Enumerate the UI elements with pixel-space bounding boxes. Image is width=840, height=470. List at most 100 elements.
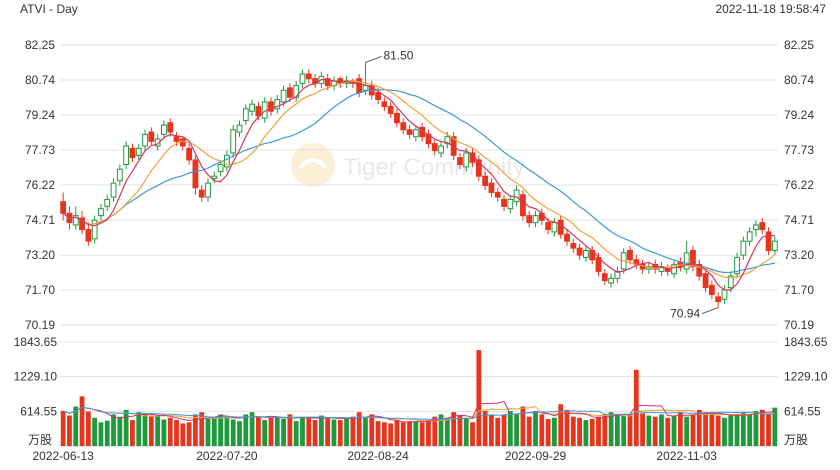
- volume-bar: [526, 416, 532, 446]
- candle-body: [142, 133, 148, 147]
- chart-timestamp: 2022-11-18 19:58:47: [715, 2, 826, 16]
- low-annotation-leader: [701, 307, 719, 315]
- candle-body: [116, 168, 123, 182]
- volume-bar: [293, 421, 299, 446]
- volume-bar: [577, 417, 582, 446]
- x-axis-label: 2022-09-29: [505, 449, 567, 463]
- volume-bar: [470, 422, 475, 446]
- volume-bar: [98, 422, 104, 446]
- volume-bar: [482, 411, 488, 446]
- volume-bar: [174, 420, 179, 446]
- candle-body: [671, 263, 677, 275]
- volume-bar: [426, 420, 431, 446]
- candle-body: [400, 122, 407, 131]
- candle-body: [463, 152, 470, 168]
- volume-tick-label-left: 1843.65: [14, 335, 58, 349]
- candle-body: [532, 215, 539, 224]
- volume-bar: [249, 412, 255, 446]
- candle-body: [167, 122, 174, 133]
- price-tick-label-right: 77.73: [784, 143, 814, 157]
- price-tick-label-left: 80.74: [25, 73, 55, 87]
- price-tick-label-right: 70.19: [784, 318, 814, 332]
- volume-bar: [230, 419, 236, 446]
- candle-body: [557, 219, 564, 235]
- volume-bar: [671, 415, 677, 446]
- volume-bar: [400, 422, 406, 446]
- volume-bar: [659, 414, 664, 446]
- volume-bar: [123, 409, 129, 446]
- candle-body: [110, 182, 117, 198]
- volume-ma20-line: [62, 406, 775, 420]
- candle-body: [482, 175, 489, 186]
- candle-body: [520, 194, 526, 217]
- volume-bar: [747, 414, 753, 446]
- volume-bar: [602, 414, 608, 446]
- candle-body: [494, 191, 501, 198]
- candle-body: [98, 208, 104, 217]
- candle-body: [583, 249, 589, 258]
- volume-bar: [552, 417, 557, 446]
- candle-body: [135, 147, 142, 156]
- candle-body: [457, 157, 463, 166]
- volume-bar: [709, 414, 715, 446]
- volume-bar: [312, 420, 318, 446]
- candle-body: [412, 129, 419, 138]
- volume-bar: [558, 404, 564, 446]
- volume-bar: [722, 417, 727, 446]
- candle-body: [526, 215, 533, 224]
- volume-bar: [161, 419, 167, 446]
- candle-body: [72, 215, 79, 226]
- candle-body: [564, 233, 570, 242]
- candle-body: [727, 275, 734, 289]
- volume-bar: [262, 420, 268, 446]
- candle-body: [387, 106, 394, 114]
- volume-bar: [205, 418, 211, 446]
- volume-bar: [142, 413, 148, 446]
- candle-body: [381, 101, 388, 108]
- volume-bar: [501, 414, 507, 446]
- ma5-line: [62, 78, 775, 291]
- candle-body: [690, 249, 696, 268]
- volume-bar: [325, 417, 331, 446]
- candle-body: [488, 182, 495, 193]
- volume-bar: [545, 418, 551, 446]
- chart-title: ATVI - Day: [20, 2, 78, 16]
- volume-bar: [394, 420, 400, 446]
- volume-bar: [60, 411, 66, 446]
- volume-bar: [117, 416, 123, 446]
- watermark-logo: Tiger Community: [291, 143, 525, 187]
- volume-bar: [256, 416, 261, 446]
- candle-body: [186, 147, 193, 161]
- candle-body: [576, 247, 583, 256]
- candle-body: [60, 201, 67, 214]
- candle-body: [192, 159, 199, 189]
- candle-body: [129, 147, 136, 159]
- candle-body: [507, 198, 514, 210]
- volume-bar: [388, 423, 394, 446]
- candle-body: [198, 189, 205, 198]
- candle-body: [299, 73, 306, 84]
- volume-bar: [589, 418, 595, 446]
- volume-tick-label-right: 1229.10: [784, 370, 828, 384]
- price-tick-label-right: 73.20: [784, 248, 814, 262]
- price-tick-label-left: 77.73: [25, 143, 55, 157]
- volume-bar: [199, 412, 205, 446]
- price-tick-label-right: 71.70: [784, 283, 814, 297]
- candle-body: [444, 136, 451, 145]
- volume-bar: [615, 414, 620, 446]
- volume-bar: [344, 418, 349, 446]
- price-tick-label-left: 76.22: [25, 178, 55, 192]
- volume-bar: [413, 421, 419, 446]
- candle-body: [249, 103, 255, 112]
- x-axis-label: 2022-11-03: [656, 449, 717, 463]
- candle-body: [627, 249, 633, 261]
- price-tick-label-left: 71.70: [25, 283, 55, 297]
- volume-bar: [274, 416, 280, 446]
- candle-body: [702, 273, 709, 289]
- volume-bar: [224, 416, 230, 446]
- volume-bar: [740, 412, 746, 446]
- candle-body: [746, 231, 753, 242]
- price-tick-label-right: 76.22: [784, 178, 814, 192]
- candle-body: [545, 222, 552, 231]
